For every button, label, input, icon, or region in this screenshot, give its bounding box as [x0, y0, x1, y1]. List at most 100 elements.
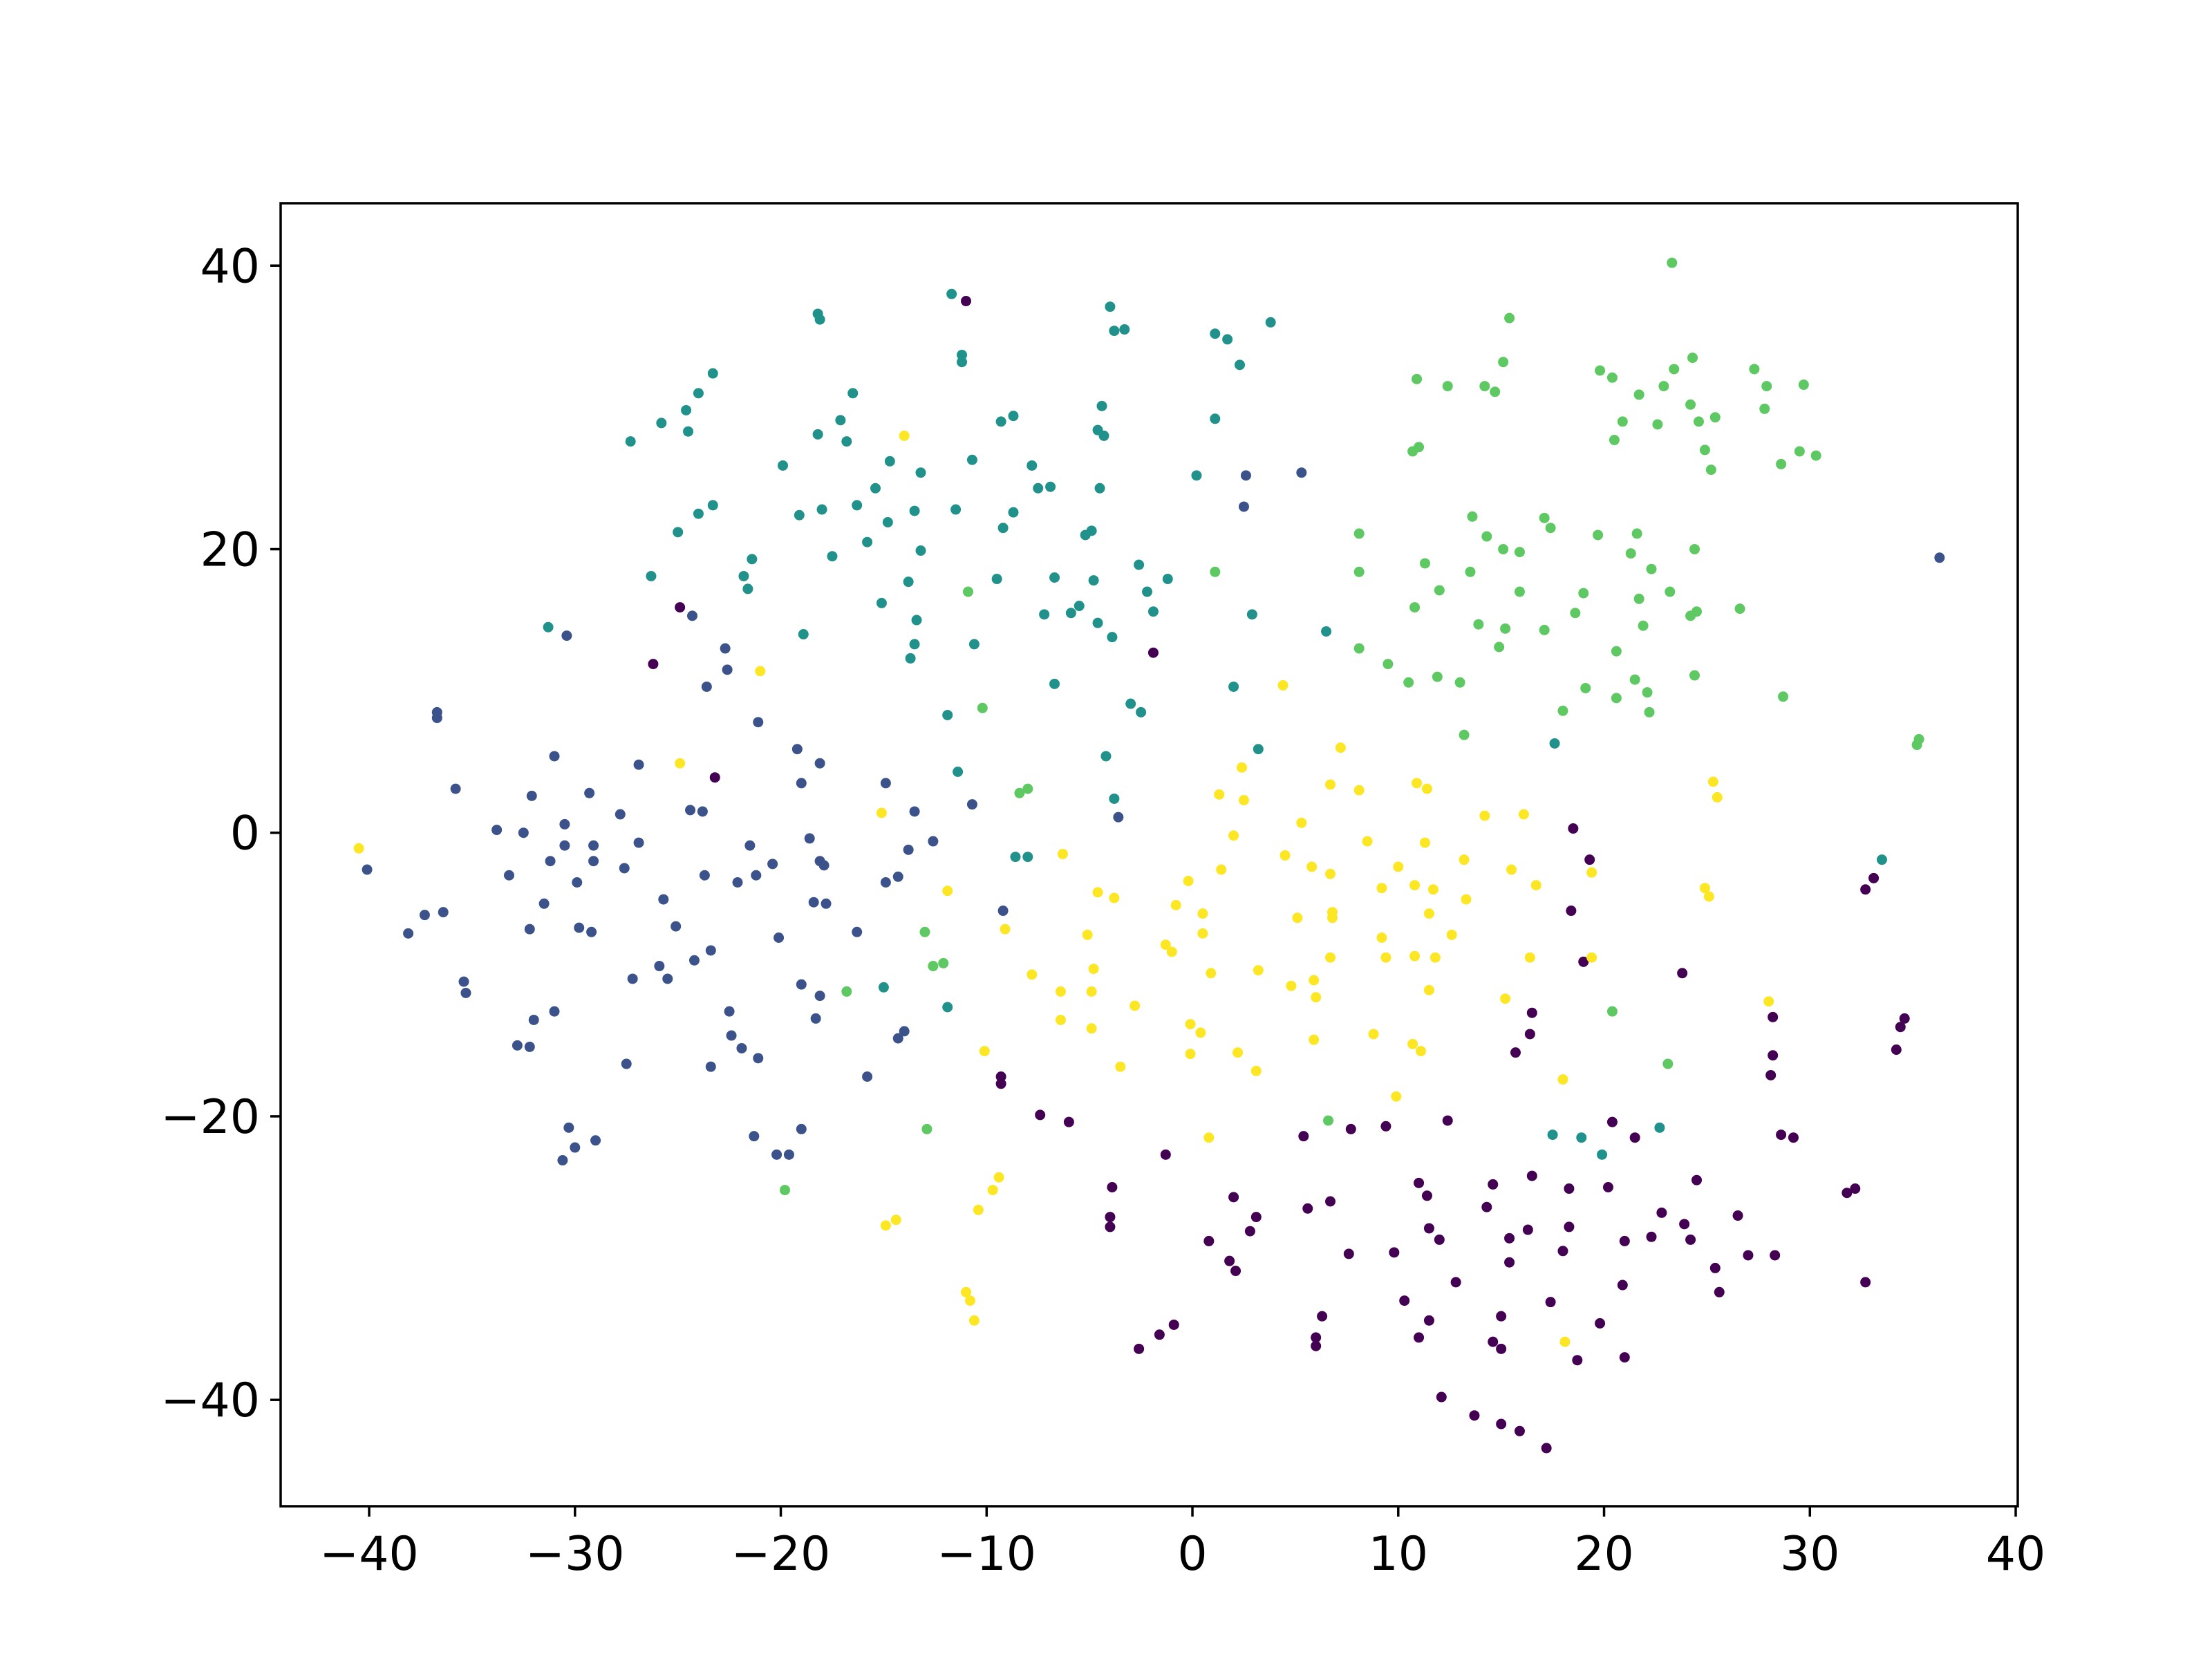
point: [1086, 986, 1097, 997]
point: [1504, 312, 1515, 324]
point: [1776, 458, 1787, 469]
point: [1646, 563, 1657, 574]
point: [1545, 523, 1556, 534]
point: [852, 926, 863, 937]
point: [559, 840, 570, 851]
point: [915, 545, 926, 556]
point: [1500, 623, 1511, 634]
x-tick-label: −10: [937, 1527, 1037, 1582]
point: [586, 926, 597, 937]
point: [1115, 1061, 1126, 1072]
point: [1633, 593, 1644, 604]
point: [1380, 1121, 1391, 1132]
point: [821, 898, 832, 909]
point: [559, 818, 570, 830]
point: [1526, 1170, 1537, 1181]
point: [993, 1172, 1004, 1183]
point: [1170, 899, 1181, 910]
point: [619, 863, 630, 874]
point: [1065, 608, 1076, 619]
point: [1776, 1130, 1787, 1141]
point: [1049, 678, 1060, 689]
point: [526, 790, 537, 801]
point: [1496, 1343, 1507, 1354]
point: [880, 778, 891, 789]
point: [1557, 705, 1568, 716]
point: [1705, 465, 1716, 476]
point: [816, 504, 827, 515]
point: [1611, 693, 1622, 704]
point: [1759, 403, 1770, 414]
point: [1593, 529, 1604, 541]
point: [880, 877, 891, 888]
point: [621, 1058, 632, 1069]
point: [1125, 698, 1136, 709]
point: [1714, 1286, 1725, 1297]
point: [538, 898, 550, 909]
point: [827, 551, 838, 562]
point: [675, 758, 686, 769]
point: [1027, 460, 1038, 471]
point: [1419, 558, 1430, 569]
point: [1860, 884, 1871, 895]
point: [1699, 444, 1710, 456]
point: [588, 840, 599, 851]
point: [1459, 854, 1470, 865]
point: [1105, 301, 1116, 312]
point: [1311, 992, 1322, 1003]
point: [1850, 1183, 1861, 1194]
point: [1580, 682, 1591, 693]
point: [458, 976, 469, 987]
point: [890, 1215, 901, 1226]
point: [1768, 1050, 1779, 1061]
point: [1008, 411, 1019, 422]
point: [1353, 566, 1365, 577]
x-tick-label: −40: [319, 1527, 419, 1582]
point: [528, 1014, 539, 1025]
point: [774, 932, 785, 943]
point: [1584, 854, 1595, 865]
point: [1203, 1235, 1215, 1246]
point: [779, 1185, 790, 1196]
point: [1652, 419, 1663, 430]
point: [588, 856, 599, 867]
point: [431, 713, 442, 724]
point: [1057, 848, 1068, 859]
point: [688, 955, 700, 966]
point: [1693, 416, 1704, 427]
point: [903, 577, 914, 588]
point: [804, 833, 815, 844]
point: [1228, 681, 1239, 692]
point: [1055, 1014, 1066, 1025]
point: [1768, 1011, 1779, 1022]
point: [1606, 1006, 1618, 1017]
point: [1409, 602, 1421, 613]
point: [1732, 1210, 1743, 1221]
point: [1899, 1013, 1910, 1024]
point: [1325, 952, 1336, 963]
point: [1539, 512, 1550, 523]
x-tick-label: 30: [1780, 1527, 1840, 1582]
point: [1421, 783, 1432, 794]
point: [961, 1286, 972, 1297]
point: [673, 527, 684, 538]
point: [1611, 646, 1622, 657]
point: [964, 1295, 975, 1306]
point: [1566, 906, 1577, 917]
point: [1638, 620, 1649, 631]
point: [1074, 601, 1085, 612]
point: [491, 825, 503, 836]
point: [1228, 1192, 1239, 1203]
point: [1238, 501, 1249, 512]
point: [524, 1041, 535, 1052]
point: [627, 973, 638, 984]
point: [1778, 691, 1789, 702]
point: [738, 570, 749, 581]
point: [1530, 880, 1541, 891]
point: [707, 500, 718, 511]
point: [1434, 1234, 1445, 1245]
y-tick-label: 0: [230, 807, 260, 861]
point: [1107, 632, 1118, 643]
point: [557, 1155, 568, 1166]
